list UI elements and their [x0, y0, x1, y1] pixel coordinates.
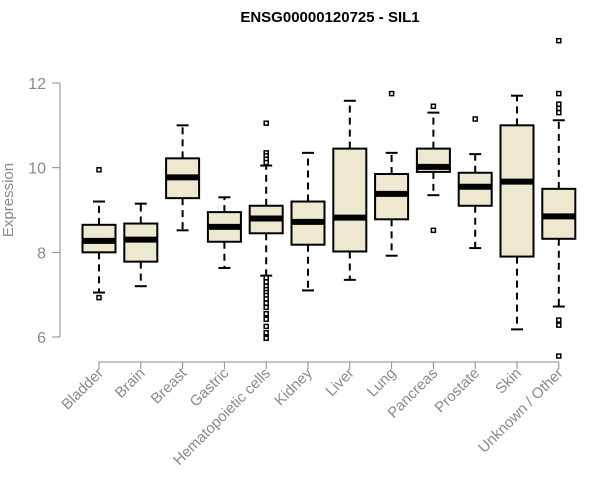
- box-group-skin: [499, 94, 535, 331]
- x-tick-label-bladder: Bladder: [58, 365, 107, 414]
- box-group-prostate: [457, 116, 493, 250]
- y-tick-label-6: 6: [37, 330, 46, 347]
- outlier-point: [263, 323, 269, 330]
- box-group-liver: [332, 99, 368, 281]
- outlier-point: [556, 105, 562, 112]
- outlier-point: [556, 37, 562, 44]
- box-series: [81, 37, 577, 359]
- outlier-point: [556, 101, 562, 107]
- outlier-point: [263, 335, 269, 342]
- box-skin: [499, 124, 535, 258]
- outlier-point: [556, 322, 562, 328]
- outlier-point: [263, 330, 269, 336]
- box-group-lung: [374, 90, 410, 257]
- box-group-bladder: [81, 167, 117, 301]
- outlier-point: [96, 294, 102, 301]
- outlier-point: [263, 300, 269, 306]
- y-axis-label: Expression: [0, 163, 17, 237]
- y-tick-label-10: 10: [28, 161, 46, 178]
- x-tick-label-prostate: Prostate: [431, 365, 483, 417]
- outlier-point: [263, 316, 269, 322]
- box-liver: [332, 147, 368, 253]
- outlier-point: [263, 296, 269, 302]
- outlier-point: [388, 90, 395, 97]
- outlier-point: [556, 109, 562, 116]
- outlier-point: [263, 120, 269, 126]
- outlier-point: [263, 304, 269, 311]
- outlier-point: [430, 103, 437, 110]
- box-group-unknown-other: [541, 37, 577, 359]
- box-group-kidney: [290, 151, 326, 292]
- box-group-brain: [123, 202, 159, 288]
- outlier-point: [472, 116, 478, 122]
- outlier-point: [263, 310, 269, 317]
- y-tick-label-8: 8: [37, 245, 46, 262]
- outlier-point: [96, 167, 102, 173]
- outlier-point: [556, 317, 562, 323]
- outlier-point: [263, 274, 269, 281]
- outlier-point: [556, 90, 562, 97]
- outlier-point: [263, 159, 269, 166]
- x-tick-label-skin: Skin: [492, 365, 525, 398]
- outlier-point: [263, 279, 269, 285]
- outlier-point: [430, 227, 437, 234]
- box-group-breast: [165, 124, 201, 232]
- x-tick-label-breast: Breast: [148, 364, 191, 407]
- box-group-hematopoietic-cells: [248, 120, 284, 342]
- chart-title: ENSG00000120725 - SIL1: [240, 9, 419, 26]
- box-group-gastric: [206, 196, 242, 269]
- x-tick-label-liver: Liver: [323, 365, 358, 400]
- y-axis-ticks: 6 8 10 12: [28, 76, 60, 347]
- box-group-pancreas: [415, 103, 451, 234]
- outlier-point: [556, 353, 562, 359]
- x-tick-label-kidney: Kidney: [271, 364, 316, 409]
- y-tick-label-12: 12: [28, 76, 46, 93]
- x-tick-label-brain: Brain: [112, 365, 149, 402]
- x-tick-label-lung: Lung: [364, 365, 400, 401]
